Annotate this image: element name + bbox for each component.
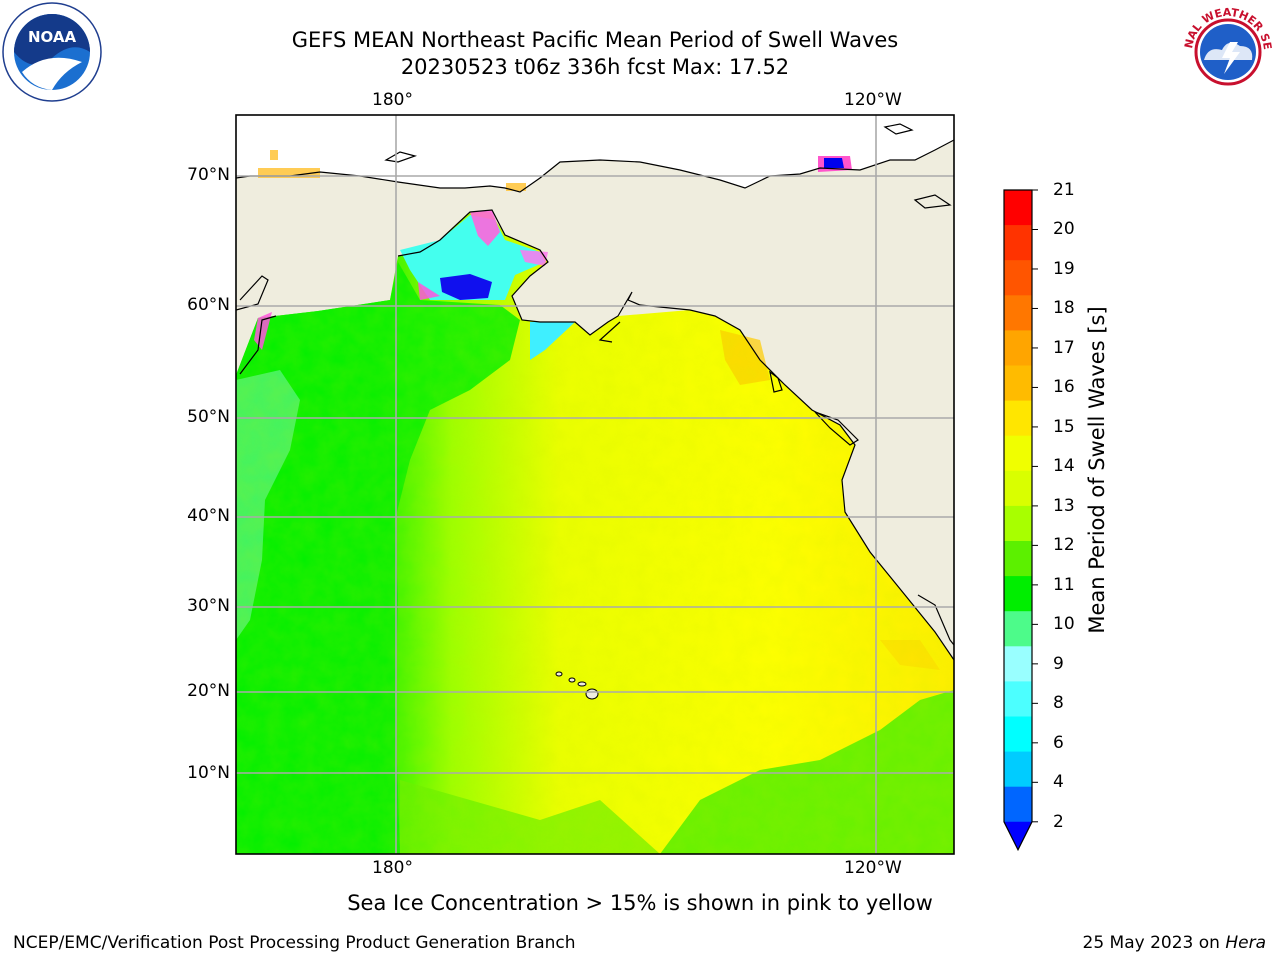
bottom-lon-label-180: 180° — [372, 858, 413, 878]
bering-cyan — [400, 215, 545, 300]
sea-ice-orange — [258, 168, 320, 178]
sea-ice-orange — [270, 150, 278, 160]
colorbar-segment — [1004, 260, 1032, 296]
colorbar-tick-label: 6 — [1053, 732, 1064, 753]
colorbar-tick-label: 21 — [1053, 180, 1075, 200]
map-subtitle: 20230523 t06z 336h fcst Max: 17.52 — [400, 55, 790, 79]
noaa-logo-text: NOAA — [28, 28, 77, 46]
colorbar-tick-label: 19 — [1053, 258, 1075, 279]
colorbar-tick-label: 13 — [1053, 495, 1075, 516]
colorbar — [1003, 189, 1038, 852]
colorbar-segment — [1004, 786, 1032, 823]
colorbar-tick-label: 11 — [1053, 574, 1075, 595]
bottom-lon-label-120w: 120°W — [844, 858, 902, 878]
colorbar-segment — [1004, 295, 1032, 331]
colorbar-segment — [1004, 435, 1032, 472]
colorbar-title-text: Mean Period of Swell Waves [s] — [1085, 306, 1109, 634]
colorbar-segment — [1004, 225, 1032, 261]
colorbar-segment — [1004, 330, 1032, 366]
colorbar-segment — [1004, 681, 1032, 717]
colorbar-segment — [1004, 576, 1032, 612]
colorbar-tick-label: 9 — [1053, 653, 1064, 674]
colorbar-tick-label: 17 — [1053, 337, 1075, 358]
top-lon-label-120w: 120°W — [844, 90, 902, 110]
map-title: GEFS MEAN Northeast Pacific Mean Period … — [291, 28, 899, 52]
bering-cyan-east — [530, 322, 575, 360]
colorbar-segment — [1004, 365, 1032, 402]
bering-ice-pink — [520, 250, 548, 266]
colorbar-segment — [1004, 541, 1032, 577]
colorbar-segment — [1004, 470, 1032, 507]
colorbar-tick-label: 10 — [1053, 614, 1075, 635]
aleutian-ice-pink — [254, 312, 272, 350]
colorbar-segment — [1004, 611, 1032, 647]
footer-machine: Hera — [1225, 933, 1266, 953]
footer-date-text: 25 May 2023 on — [1082, 933, 1226, 953]
lat-label-20n: 20°N — [187, 681, 230, 701]
lat-label-30n: 30°N — [187, 596, 230, 616]
colorbar-segment — [1004, 505, 1032, 542]
footer-date: 25 May 2023 on Hera — [1083, 933, 1267, 953]
colorbar-tick-label: 18 — [1053, 298, 1075, 319]
lat-label-60n: 60°N — [187, 295, 230, 315]
colorbar-tick-label: 12 — [1053, 535, 1075, 556]
noaa-logo: NOAA — [2, 2, 102, 102]
colorbar-extend-arrow — [1004, 821, 1032, 850]
lat-label-40n: 40°N — [187, 506, 230, 526]
top-lon-label-180: 180° — [372, 90, 413, 110]
colorbar-tick-label: 14 — [1053, 456, 1075, 477]
nws-logo: NATIONAL WEATHER SERVICE — [1178, 2, 1276, 100]
colorbar-tick-label: 15 — [1053, 416, 1075, 437]
lat-label-10n: 10°N — [187, 763, 230, 783]
footer-credit: NCEP/EMC/Verification Post Processing Pr… — [13, 933, 576, 953]
arctic-ocean — [236, 115, 954, 192]
beaufort-ice-core — [824, 158, 844, 168]
colorbar-tick-label: 16 — [1053, 377, 1075, 398]
bering-ice-pink — [470, 210, 500, 246]
coastlines — [236, 123, 954, 661]
colorbar-segment — [1004, 400, 1032, 437]
map-frame — [235, 114, 955, 855]
bering-deep-blue — [440, 274, 492, 300]
colorbar-segment — [1004, 716, 1032, 753]
colorbar-tick-label: 2 — [1053, 811, 1064, 832]
bering-ice-pink — [418, 282, 440, 300]
colorbar-segment — [1004, 646, 1032, 682]
graticule — [236, 115, 954, 854]
colorbar-tick-label: 4 — [1053, 772, 1064, 793]
colorbar-tick-label: 8 — [1053, 693, 1064, 714]
sea-ice-orange — [506, 183, 526, 191]
colorbar-tick-label: 20 — [1053, 219, 1075, 240]
lat-label-50n: 50°N — [187, 407, 230, 427]
sea-ice-note: Sea Ice Concentration > 15% is shown in … — [347, 891, 933, 915]
lat-label-70n: 70°N — [187, 165, 230, 185]
colorbar-segment — [1004, 751, 1032, 788]
ocean-texture — [236, 212, 954, 854]
colorbar-outline — [1003, 189, 1033, 852]
colorbar-segment — [1004, 190, 1032, 226]
